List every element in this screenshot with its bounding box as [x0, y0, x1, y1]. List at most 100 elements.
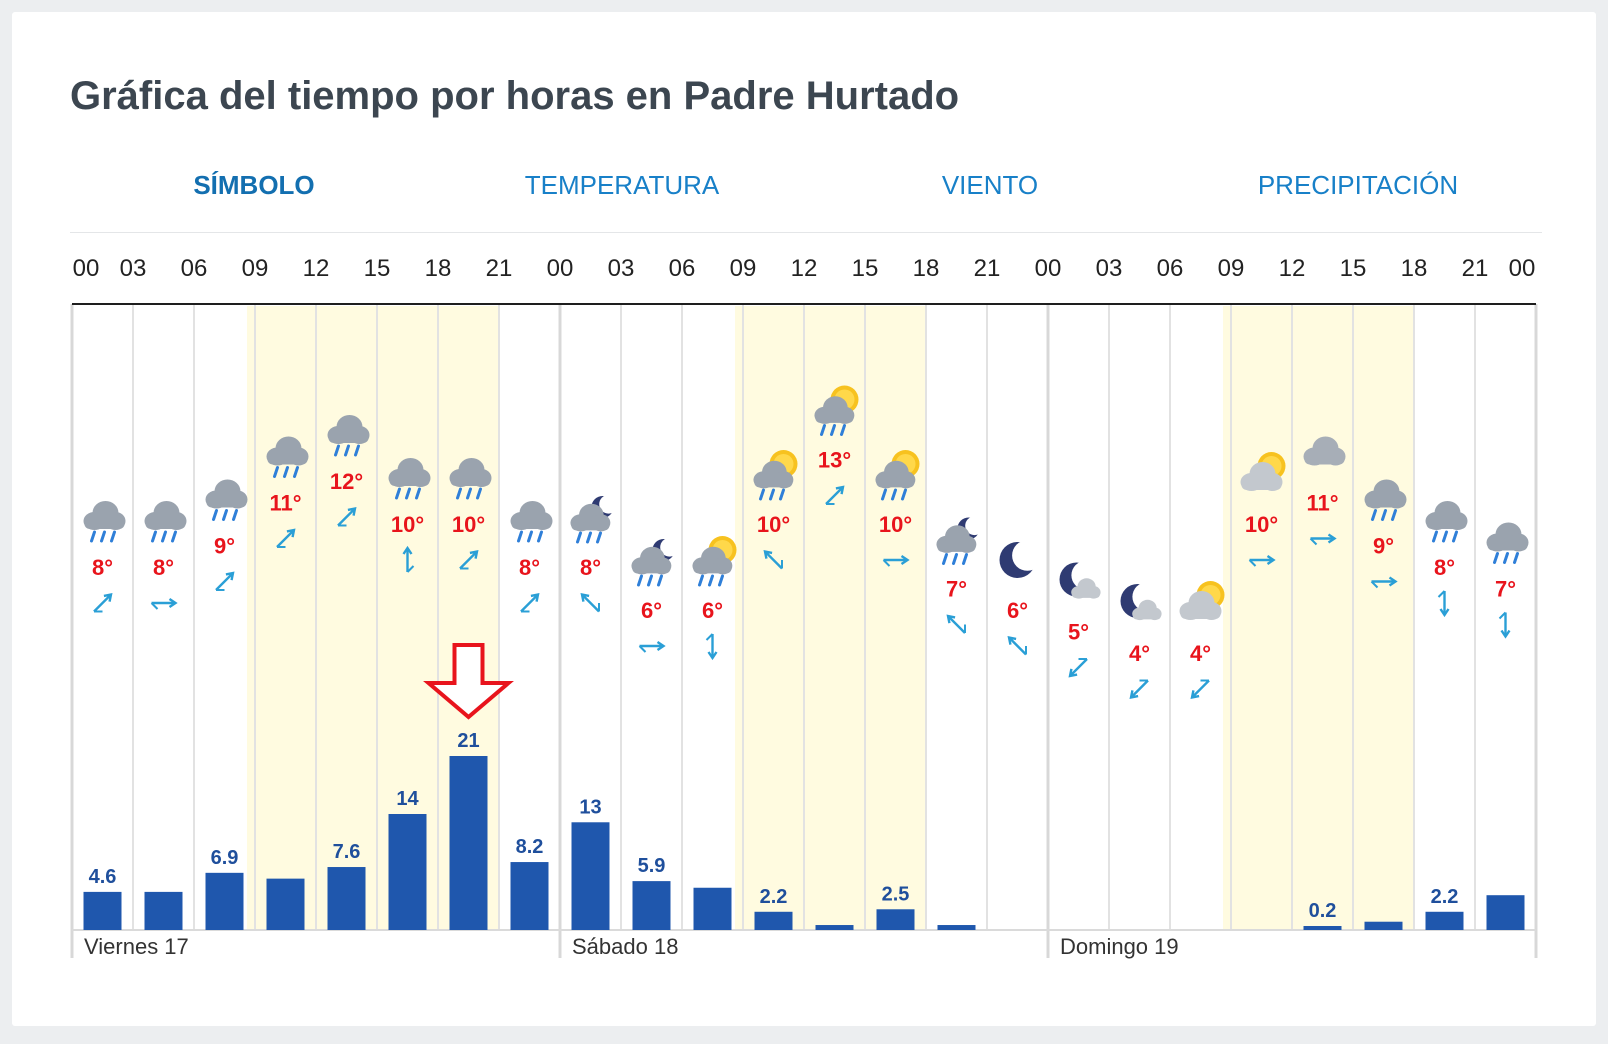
hour-tick-label: 12 — [791, 255, 818, 282]
precip-bar — [693, 887, 732, 930]
hour-tick-label: 00 — [547, 255, 574, 282]
sun-rain-icon — [814, 385, 859, 436]
tab-temperatura[interactable]: TEMPERATURA — [524, 170, 720, 200]
precip-bar — [754, 911, 793, 930]
hour-tick-label: 03 — [608, 255, 635, 282]
hour-tick-label: 18 — [1401, 255, 1428, 282]
wind-arrow-northeast-icon — [93, 592, 113, 613]
precip-bar — [571, 822, 610, 930]
precip-value-label: 8.2 — [516, 836, 544, 858]
temperature-label: 11° — [269, 491, 301, 516]
wind-arrow-north-icon — [402, 545, 415, 573]
rain-cloud-icon — [1364, 479, 1407, 521]
page-title: Gráfica del tiempo por horas en Padre Hu… — [70, 74, 960, 118]
precip-bar — [144, 891, 183, 930]
precip-bar — [1425, 911, 1464, 930]
precip-value-label: 0.2 — [1309, 900, 1337, 922]
sun-rain-icon — [692, 536, 737, 587]
precip-bar — [1303, 926, 1342, 930]
precip-bar — [83, 891, 122, 930]
wind-arrow-south-icon — [1437, 590, 1450, 618]
tab-simbolo[interactable]: SÍMBOLO — [193, 170, 315, 200]
temperature-label: 7° — [946, 577, 967, 602]
precip-value-label: 6.9 — [211, 847, 239, 869]
precip-bar — [449, 756, 488, 930]
temperature-label: 8° — [92, 555, 113, 580]
precip-bar — [327, 867, 366, 930]
rain-cloud-icon — [510, 501, 553, 543]
night-cloud-icon — [1059, 560, 1101, 599]
tab-bar: SÍMBOLO TEMPERATURA VIENTO PRECIPITACIÓN — [70, 152, 1542, 233]
tab-viento[interactable]: VIENTO — [941, 170, 1039, 200]
hour-tick-label: 18 — [913, 255, 940, 282]
sun-rain-icon — [875, 450, 920, 501]
hour-tick-label: 12 — [303, 255, 330, 282]
wind-arrow-southwest-icon — [1129, 679, 1149, 700]
wind-arrow-northwest-icon — [580, 592, 600, 613]
sun-cloud-icon — [1179, 581, 1225, 620]
wind-arrow-south-icon — [1498, 611, 1511, 639]
sun-rain-icon — [753, 450, 798, 501]
precip-bar — [815, 925, 854, 930]
day-label: Sábado 18 — [572, 934, 678, 959]
hour-tick-label: 06 — [669, 255, 696, 282]
cloud-icon — [1303, 436, 1346, 466]
wind-arrow-northwest-icon — [1007, 635, 1027, 656]
precip-value-label: 7.6 — [333, 841, 361, 863]
precip-value-label: 2.2 — [760, 886, 788, 908]
temperature-label: 7° — [1495, 577, 1516, 602]
day-label: Domingo 19 — [1060, 934, 1179, 959]
night-rain-icon — [631, 537, 679, 587]
wind-arrow-northwest-icon — [946, 614, 966, 634]
hour-tick-label: 21 — [486, 255, 513, 282]
hour-tick-label: 15 — [364, 255, 391, 282]
hour-tick-label: 18 — [425, 255, 452, 282]
night-rain-icon — [936, 516, 984, 565]
temperature-label: 8° — [1434, 555, 1455, 580]
precip-bar — [1364, 921, 1403, 930]
sun-cloud-icon — [1240, 452, 1286, 491]
tab-precipitacion[interactable]: PRECIPITACIÓN — [1257, 170, 1459, 200]
hour-tick-label: 06 — [181, 255, 208, 282]
temperature-label: 8° — [519, 555, 540, 580]
precip-bar — [1486, 895, 1525, 930]
rain-cloud-icon — [1486, 522, 1529, 564]
rain-cloud-icon — [388, 458, 431, 500]
rain-cloud-icon — [144, 501, 187, 543]
temperature-label: 13° — [818, 448, 851, 473]
rain-cloud-icon — [1425, 501, 1468, 543]
temperature-label: 5° — [1068, 620, 1089, 645]
highlight-arrow-icon — [423, 643, 514, 720]
wind-arrow-east-icon — [150, 598, 178, 610]
temperature-label: 10° — [391, 512, 424, 537]
wind-arrow-northwest-icon — [763, 549, 783, 570]
hour-tick-label: 00 — [1509, 255, 1536, 282]
temperature-label: 10° — [757, 512, 790, 537]
hour-tick-label: 00 — [73, 255, 100, 282]
precip-value-label: 2.5 — [882, 883, 910, 905]
precip-value-label: 14 — [396, 788, 419, 810]
hour-tick-label: 15 — [1340, 255, 1367, 282]
rain-cloud-icon — [449, 458, 492, 500]
precip-bar — [205, 872, 244, 930]
hour-tick-label: 15 — [852, 255, 879, 282]
moon-icon — [999, 540, 1043, 578]
hour-tick-label: 00 — [1035, 255, 1062, 282]
hour-tick-label: 03 — [120, 255, 147, 282]
temperature-label: 12° — [330, 469, 363, 494]
night-rain-icon — [570, 494, 618, 544]
precip-value-label: 4.6 — [89, 866, 117, 888]
day-label: Viernes 17 — [84, 934, 189, 959]
precip-value-label: 5.9 — [638, 855, 666, 877]
hour-tick-label: 06 — [1157, 255, 1184, 282]
wind-arrow-east-icon — [1309, 533, 1337, 546]
precip-bar — [937, 925, 976, 930]
precip-value-label: 2.2 — [1431, 886, 1459, 908]
wind-arrow-southwest-icon — [1190, 679, 1210, 700]
wind-arrow-east-icon — [882, 555, 910, 567]
precip-bar — [510, 862, 549, 930]
wind-arrow-east-icon — [638, 641, 666, 653]
temperature-label: 6° — [641, 598, 662, 623]
precip-value-label: 13 — [579, 796, 601, 818]
temperature-label: 10° — [452, 512, 485, 537]
